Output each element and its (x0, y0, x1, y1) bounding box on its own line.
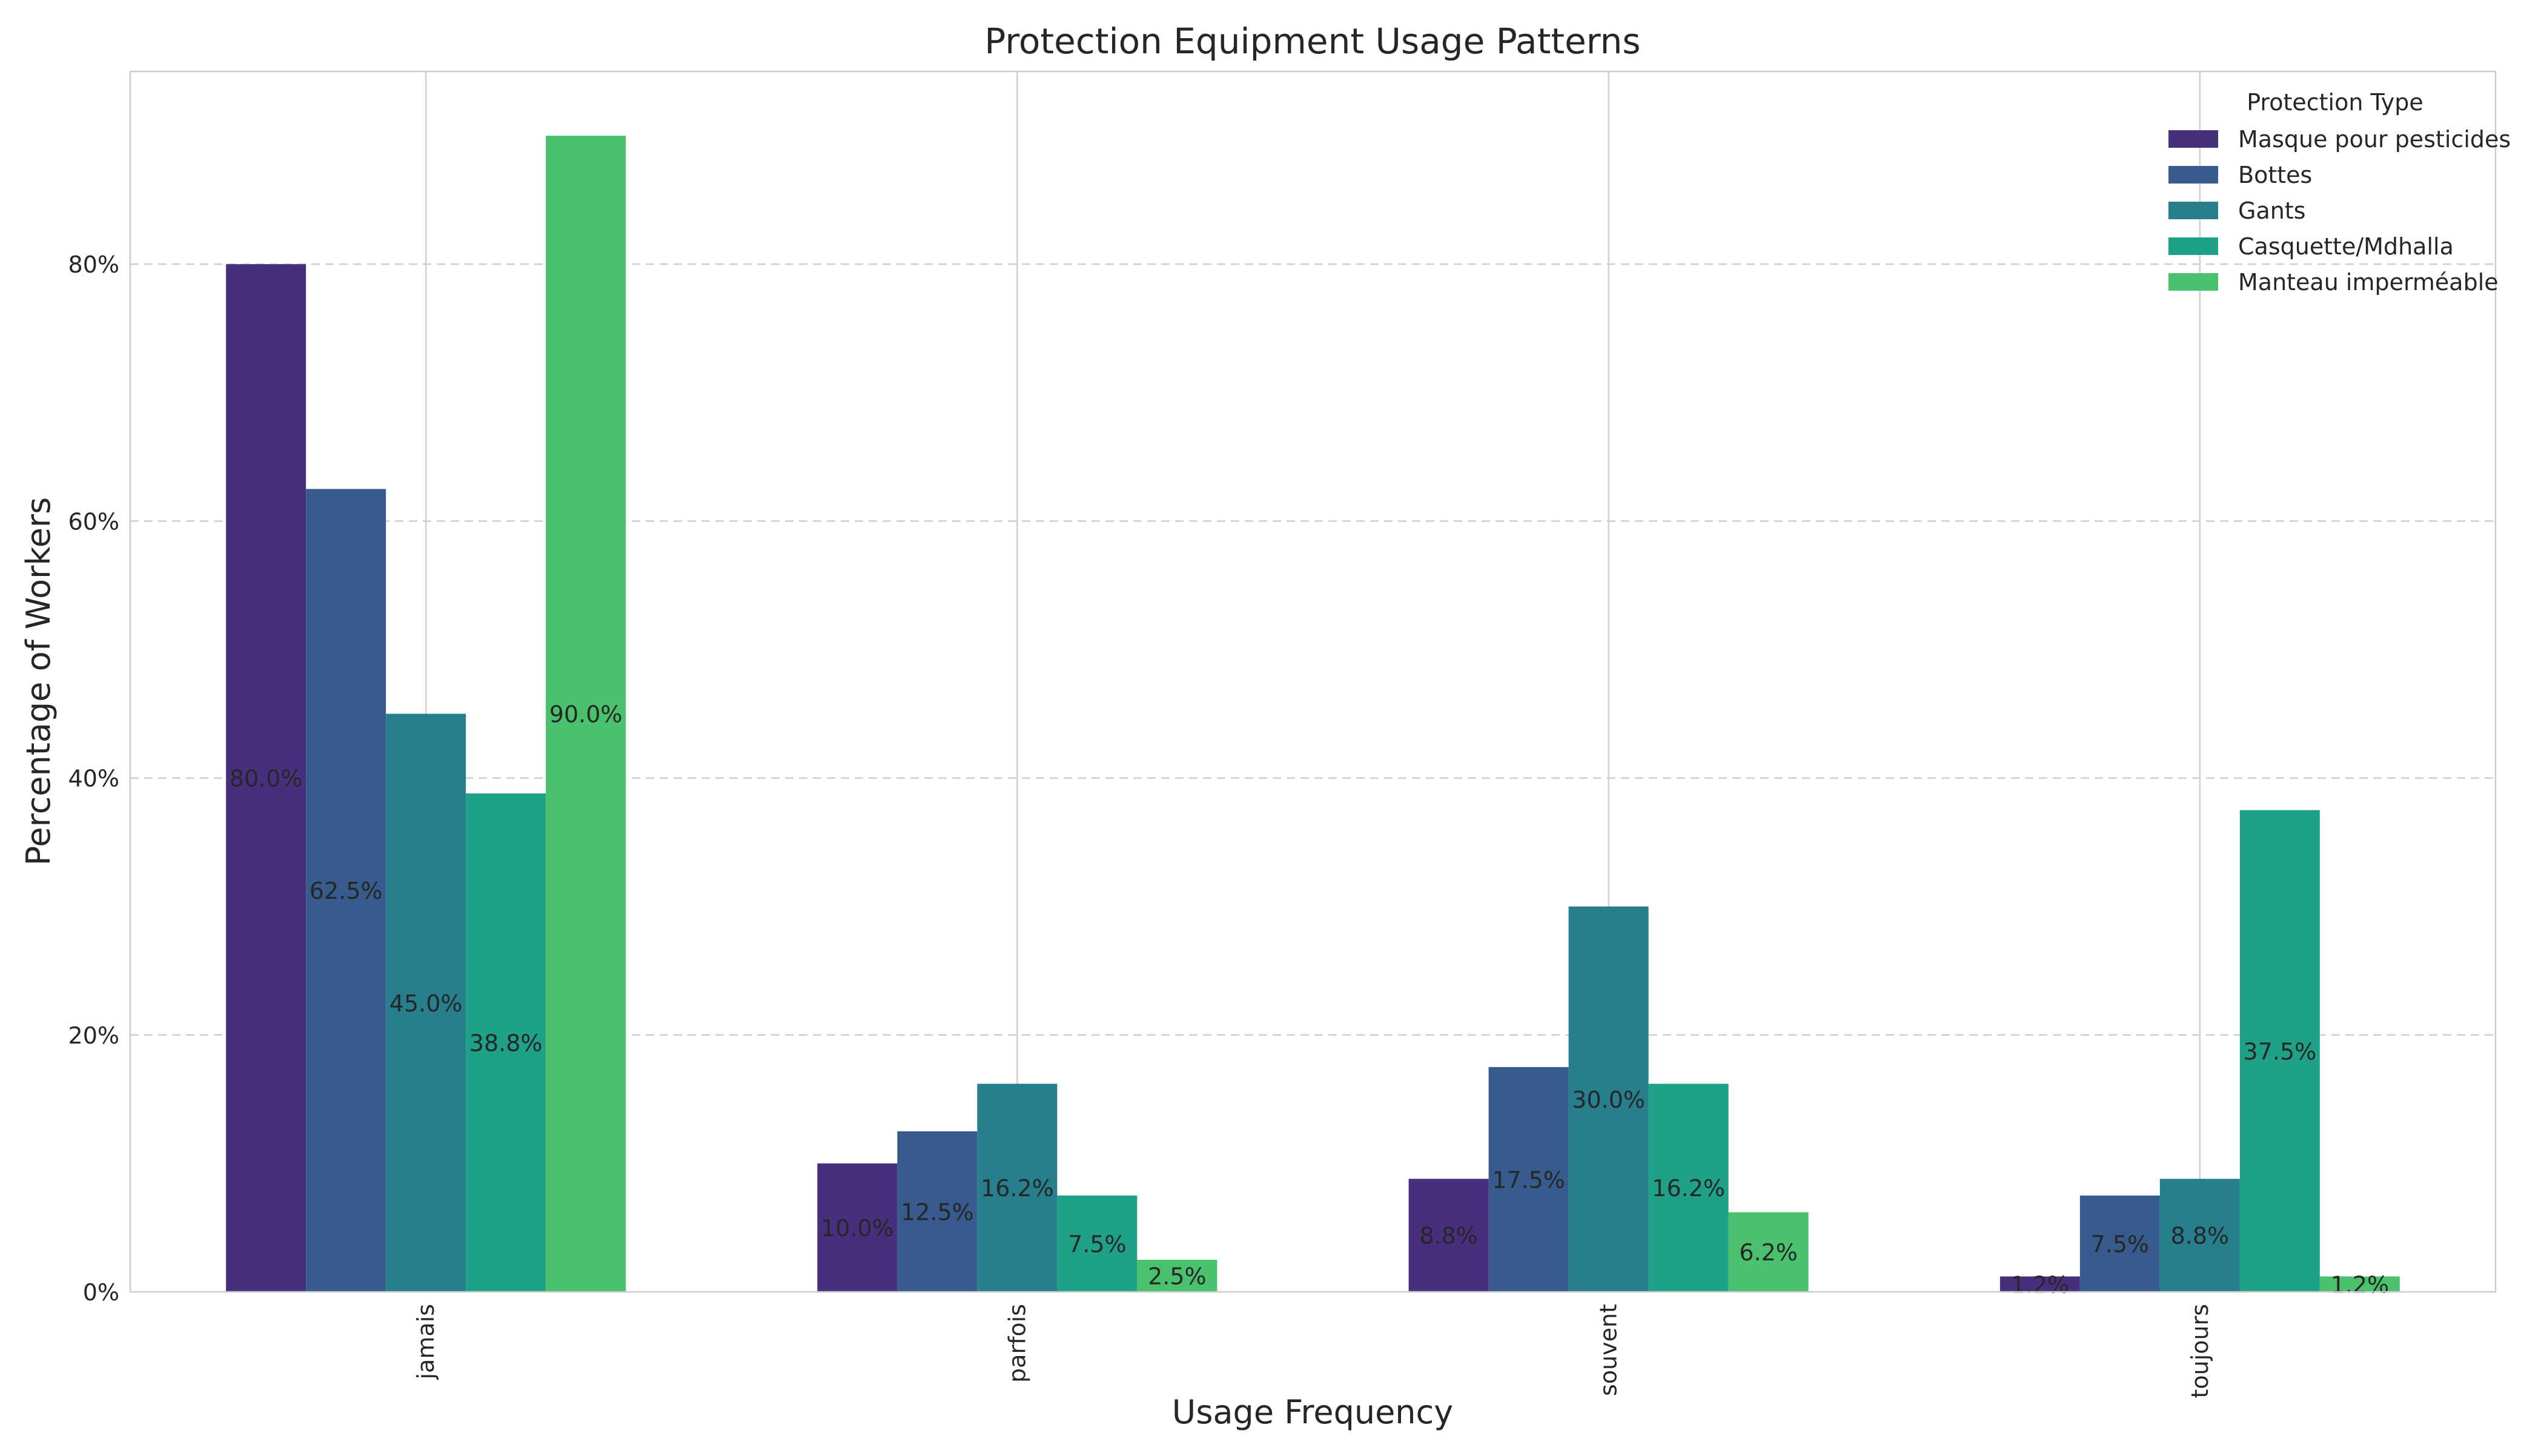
chart-title: Protection Equipment Usage Patterns (984, 21, 1640, 62)
bar (306, 489, 386, 1292)
y-tick-label: 60% (68, 508, 119, 535)
y-tick-label: 20% (68, 1022, 119, 1049)
legend-label: Casquette/Mdhalla (2238, 233, 2454, 260)
plot-frame (129, 70, 2497, 1293)
bar (1057, 1195, 1138, 1292)
bar-value-label: 10.0% (821, 1215, 894, 1242)
bar (386, 713, 466, 1292)
x-tick-label: toujours (2187, 1304, 2213, 1398)
legend-swatch (2168, 273, 2218, 291)
bar-value-label: 2.5% (1148, 1263, 1207, 1289)
legend-label: Masque pour pesticides (2238, 126, 2511, 153)
bar-value-label: 1.2% (2331, 1271, 2390, 1298)
bar (2159, 1179, 2240, 1292)
legend: Protection Type Masque pour pesticides Bot… (2168, 89, 2511, 296)
bar (1568, 906, 1649, 1292)
x-tick-label: jamais (412, 1304, 439, 1380)
x-tick-label: parfois (1004, 1304, 1030, 1383)
bar-value-label: 6.2% (1739, 1239, 1798, 1266)
bar (1137, 1259, 1217, 1292)
y-tick-label: 80% (68, 251, 119, 278)
bar-value-label: 30.0% (1572, 1087, 1645, 1113)
bar (817, 1163, 898, 1292)
bar (2319, 1276, 2400, 1292)
legend-label: Bottes (2238, 162, 2312, 188)
bar-value-label: 12.5% (901, 1199, 974, 1225)
x-axis-label: Usage Frequency (1172, 1393, 1453, 1431)
bar-value-label: 8.8% (1419, 1223, 1478, 1249)
y-tick-label: 0% (83, 1279, 119, 1306)
legend-label: Manteau imperméable (2238, 269, 2499, 296)
bar (2079, 1195, 2160, 1292)
bar (897, 1131, 978, 1292)
bar-value-label: 16.2% (1652, 1175, 1725, 1202)
bar-value-label: 16.2% (981, 1175, 1054, 1202)
bar-value-label: 8.8% (2171, 1223, 2230, 1249)
legend-swatch (2168, 166, 2218, 184)
bar-value-label: 45.0% (389, 990, 463, 1017)
bar-value-label: 80.0% (230, 766, 303, 792)
bar-value-label: 62.5% (310, 878, 383, 904)
y-axis-label: Percentage of Workers (19, 497, 58, 866)
legend-swatch (2168, 202, 2218, 219)
y-tick-label: 40% (68, 766, 119, 792)
bar (2239, 810, 2320, 1292)
legend-swatch (2168, 130, 2218, 148)
bar-value-label: 7.5% (2091, 1231, 2150, 1257)
legend-title: Protection Type (2247, 89, 2423, 116)
bar (1408, 1179, 1489, 1292)
bar (1648, 1084, 1729, 1292)
legend-label: Gants (2238, 197, 2306, 224)
bar (1728, 1212, 1809, 1292)
bar-value-label: 1.2% (2011, 1271, 2070, 1298)
x-tick-label: souvent (1595, 1304, 1622, 1396)
bar-value-label: 37.5% (2244, 1038, 2317, 1065)
bar (1999, 1276, 2080, 1292)
bar (977, 1084, 1058, 1292)
bar-value-label: 17.5% (1492, 1166, 1565, 1193)
bar (1488, 1067, 1569, 1292)
bar (546, 136, 626, 1292)
bar-value-label: 38.8% (469, 1030, 543, 1057)
bar (466, 793, 546, 1292)
bar-value-label: 90.0% (549, 701, 623, 728)
bar (226, 264, 306, 1292)
bar-value-label: 7.5% (1068, 1231, 1127, 1257)
legend-swatch (2168, 237, 2218, 255)
